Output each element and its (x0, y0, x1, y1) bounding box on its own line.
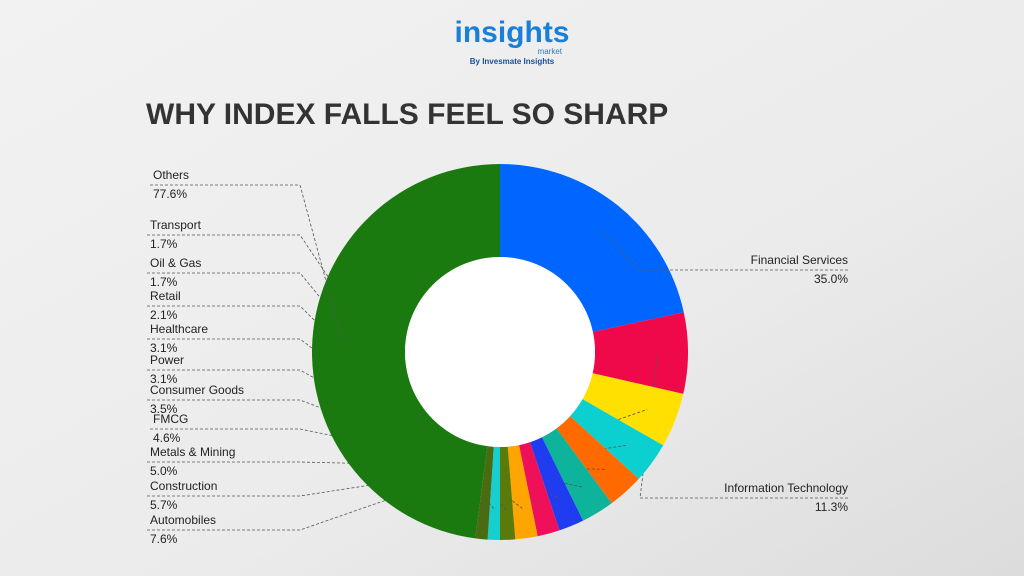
slice-value-label: 5.0% (150, 464, 178, 478)
donut-slice (500, 164, 684, 332)
leader-line (147, 234, 485, 510)
brand-tagline: By Invesmate Insights (470, 57, 555, 66)
slice-label: Information Technology (724, 481, 848, 495)
slice-value-label: 77.6% (153, 187, 187, 201)
slice-label: Oil & Gas (150, 256, 201, 270)
chart-title: WHY INDEX FALLS FEEL SO SHARP (146, 98, 668, 131)
donut-slice (475, 446, 494, 540)
slice-value-label: 5.7% (150, 498, 178, 512)
slice-label: Power (150, 353, 184, 367)
slice-label: Financial Services (751, 253, 848, 267)
slice-value-label: 1.7% (150, 275, 178, 289)
slice-label: Automobiles (150, 513, 216, 527)
donut-slice (519, 442, 560, 537)
leader-line (147, 444, 628, 497)
leader-line (147, 399, 561, 499)
donut-slice (312, 164, 500, 539)
slice-label: Retail (150, 289, 181, 303)
donut-slice (556, 416, 639, 504)
slice-label: Healthcare (150, 322, 208, 336)
brand-sub: market (538, 47, 563, 56)
donut-slice (541, 428, 612, 521)
slice-label: Others (153, 168, 189, 182)
slice-value-label: 1.7% (150, 237, 178, 251)
slice-label: FMCG (153, 412, 188, 426)
donut-slice (507, 445, 538, 540)
brand-name: insights (454, 16, 569, 49)
donut-slice (570, 399, 664, 479)
slice-value-label: 3.1% (150, 372, 178, 386)
slice-value-label: 4.6% (153, 431, 181, 445)
slice-value-label: 7.6% (150, 532, 178, 546)
slice-value-label: 3.1% (150, 341, 178, 355)
slice-label: Construction (150, 479, 217, 493)
leader-line (598, 228, 848, 271)
slice-value-label: 3.5% (150, 402, 178, 416)
slice-label: Consumer Goods (150, 383, 244, 397)
donut-slice (582, 373, 684, 446)
slice-value-label: 35.0% (814, 272, 848, 286)
slice-label: Metals & Mining (150, 445, 235, 459)
donut-hole (405, 257, 595, 447)
slice-value-label: 2.1% (150, 308, 178, 322)
donut-slice (592, 312, 688, 394)
leader-line (147, 338, 523, 509)
donut-slice (487, 446, 500, 540)
donut-slice (500, 446, 516, 540)
leader-line (150, 184, 343, 342)
slice-label: Transport (150, 218, 202, 232)
slice-value-label: 11.3% (815, 500, 848, 514)
donut-slice (530, 437, 584, 531)
